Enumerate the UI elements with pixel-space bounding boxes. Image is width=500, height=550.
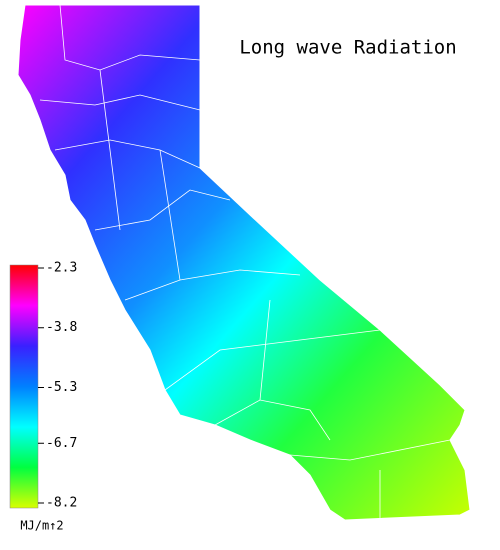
colorbar-ticks: -2.3 -3.8 -5.3 -6.7 -8.2 (38, 261, 77, 511)
county-lines (39, 4, 451, 520)
map-title: Long wave Radiation (239, 37, 456, 59)
california-shape (17, 4, 471, 521)
colorbar (9, 264, 39, 509)
colorbar-tick-label: -2.3 (46, 261, 77, 276)
colorbar-unit: MJ/m↑2 (20, 519, 63, 533)
colorbar-tick-label: -8.2 (46, 496, 77, 511)
colorbar-tick-label: -6.7 (46, 436, 77, 451)
colorbar-tick-label: -3.8 (46, 320, 77, 335)
colorbar-tick-label: -5.3 (46, 380, 77, 395)
